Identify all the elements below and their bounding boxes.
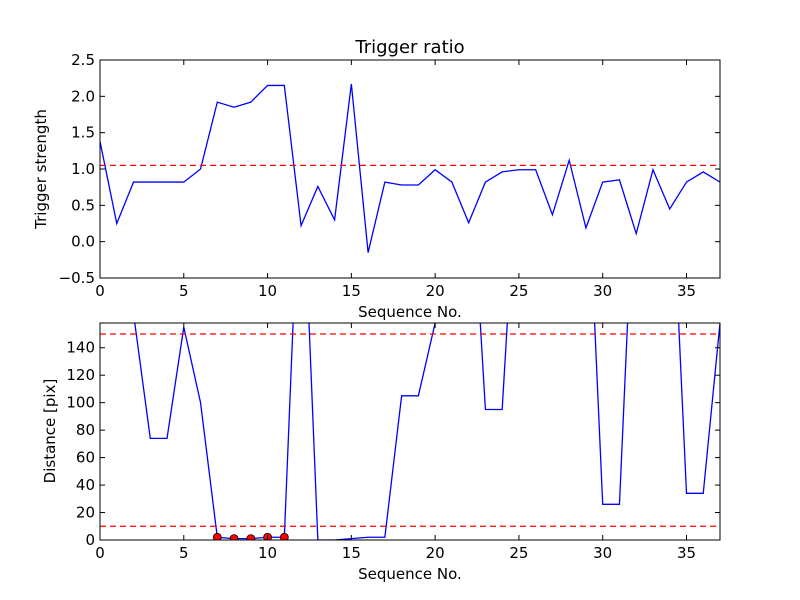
data-point-marker [229,534,239,540]
x-tick-label: 25 [509,544,528,562]
x-tick-label: 30 [593,282,612,300]
x-tick-label: 20 [426,544,445,562]
y-tick-label: 140 [66,339,95,357]
trigger-ratio-chart: Trigger ratio Trigger strength Sequence … [32,37,721,321]
y-tick-label: 1.5 [71,124,95,142]
y-axis-label: Distance [pix] [41,379,59,484]
x-tick-label: 35 [677,282,696,300]
y-tick-label: 120 [66,366,95,384]
y-tick-label: 0 [85,531,95,549]
data-point-marker [279,532,289,540]
x-tick-label: 20 [426,282,445,300]
x-tick-label: 0 [95,544,105,562]
y-tick-label: 0.0 [71,233,95,251]
y-tick-label: 1.0 [71,160,95,178]
chart-title: Trigger ratio [354,37,464,58]
y-tick-label: 0.5 [71,196,95,214]
x-tick-label: 15 [342,282,361,300]
y-tick-label: 2.5 [71,51,95,69]
y-axis-label: Trigger strength [32,109,50,230]
y-tick-label: 2.0 [71,87,95,105]
x-axis-label: Sequence No. [358,565,462,583]
y-tick-label: 20 [76,504,95,522]
plot-frame [99,322,721,541]
series-line-0 [134,323,720,540]
x-tick-label: 15 [342,544,361,562]
y-tick-label: 60 [76,449,95,467]
y-tick-label: −0.5 [59,269,95,287]
data-point-marker [246,534,256,540]
x-tick-label: 30 [593,544,612,562]
y-tick-label: 100 [66,394,95,412]
x-tick-label: 5 [179,282,189,300]
plot-area [100,83,720,253]
data-point-marker [212,532,222,540]
y-tick-label: 40 [76,476,95,494]
x-tick-label: 5 [179,544,189,562]
y-tick-label: 80 [76,421,95,439]
series-line-0 [100,83,720,253]
x-axis-label: Sequence No. [358,303,462,321]
x-tick-label: 10 [258,544,277,562]
x-tick-label: 10 [258,282,277,300]
x-tick-label: 25 [509,282,528,300]
tick-layer: 0 5 10 15 20 25 30 35 −0.5 0.0 0.5 1.0 1.5 2.0 2.5 [59,51,720,300]
x-tick-label: 35 [677,544,696,562]
plot-area [100,323,720,540]
x-tick-label: 0 [95,282,105,300]
tick-layer: 0 5 10 15 20 25 30 35 0 20 40 60 80 100 120 140 [66,323,720,562]
distance-chart: Distance [pix] Sequence No. 0 5 10 15 20 25 30… [41,322,721,583]
plot-frame [99,59,721,279]
